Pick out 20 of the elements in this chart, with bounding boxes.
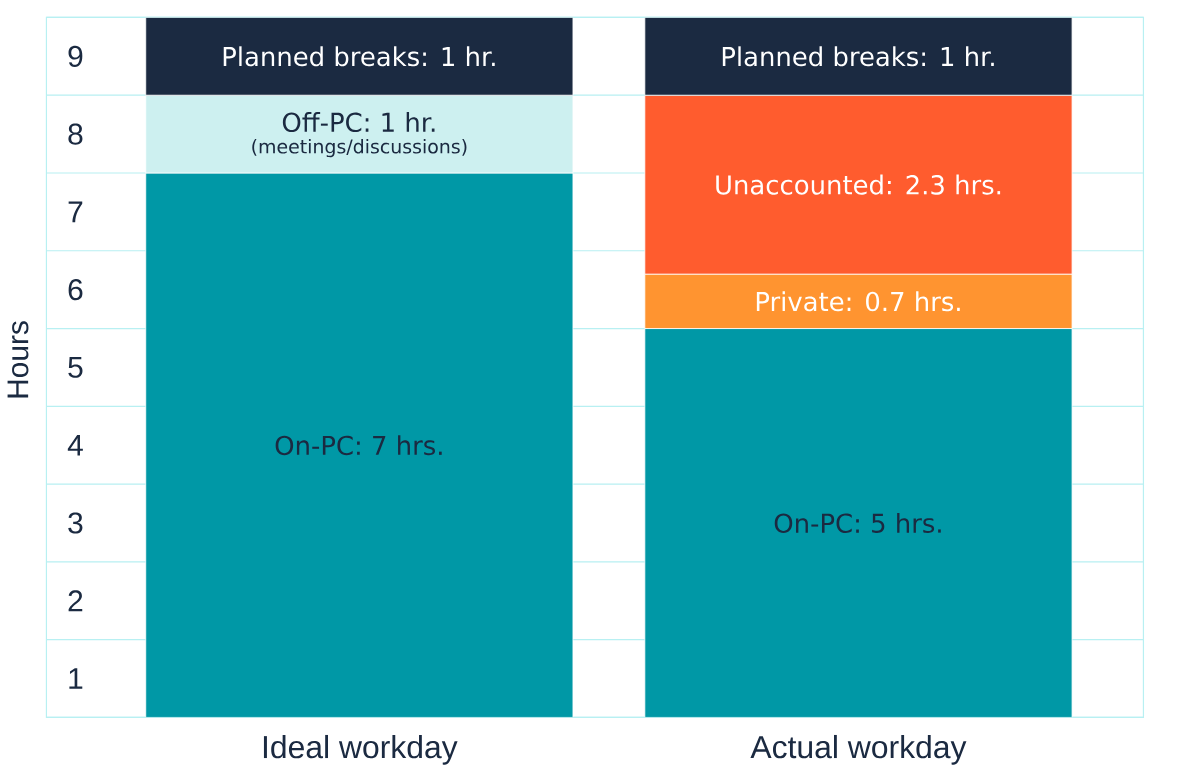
y-tick-label: 7 xyxy=(68,201,83,223)
data-label: On-PC: 7 hrs. xyxy=(275,435,442,456)
y-tick-label: 5 xyxy=(68,357,83,378)
data-label: Private: 0.7 hrs. xyxy=(756,291,960,312)
annotation: (meetings/discussions) xyxy=(252,138,467,158)
y-tick-label: 4 xyxy=(67,434,83,456)
data-label: Planned breaks: 1 hr. xyxy=(722,46,994,67)
y-tick-label: 8 xyxy=(68,123,83,145)
y-tick-label: 6 xyxy=(68,279,83,301)
data-label: Unaccounted: 2.3 hrs. xyxy=(716,174,1001,195)
x-tick-label: Actual workday xyxy=(750,734,967,765)
data-label: Planned breaks: 1 hr. xyxy=(223,46,495,67)
data-label: On-PC: 5 hrs. xyxy=(774,512,941,533)
y-tick-label: 9 xyxy=(68,45,83,67)
y-tick-label: 1 xyxy=(69,668,83,689)
x-tick-label: Ideal workday xyxy=(263,734,458,765)
y-axis-title: Hours xyxy=(7,321,29,398)
y-tick-label: 2 xyxy=(68,590,83,612)
data-label: Off-PC: 1 hr. xyxy=(282,112,435,133)
y-tick-label: 3 xyxy=(68,512,83,534)
